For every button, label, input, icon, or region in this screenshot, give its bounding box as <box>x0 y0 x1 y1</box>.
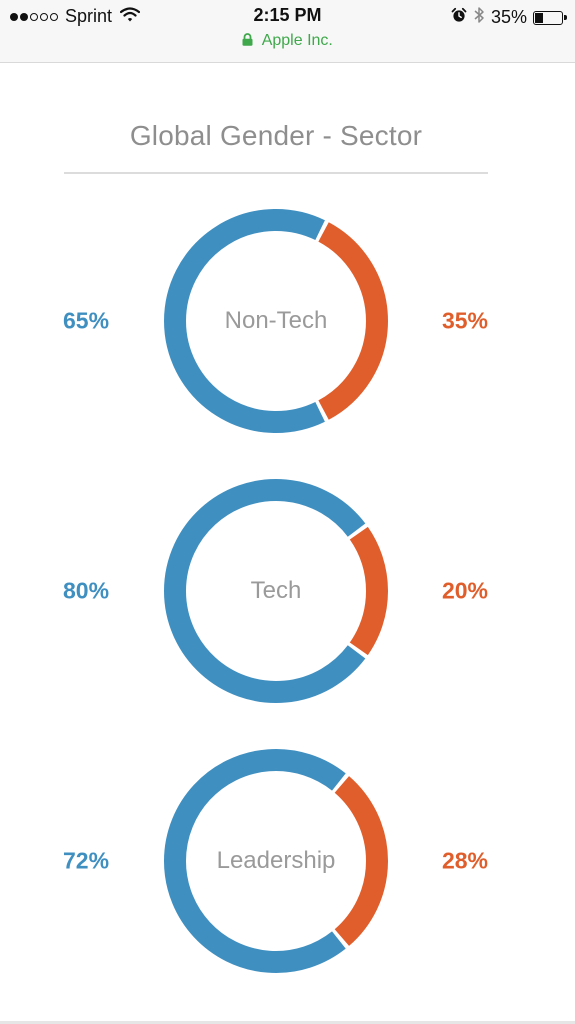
donut-chart-tech <box>164 479 388 703</box>
battery-level <box>535 12 543 23</box>
wifi-icon <box>119 6 141 27</box>
signal-dot <box>20 12 28 21</box>
status-right: 35% <box>445 6 567 29</box>
bluetooth-icon <box>473 6 485 29</box>
signal-dot <box>10 12 18 21</box>
site-name: Apple Inc. <box>261 32 333 49</box>
donut-segment-female <box>334 776 388 946</box>
signal-dot <box>30 12 38 21</box>
lock-icon <box>242 33 253 51</box>
donut-center-label: Non-Tech <box>224 307 328 334</box>
donut-segment-male <box>164 749 346 973</box>
male-percent-label: 72% <box>63 847 110 874</box>
donut-row-leadership: 72% Leadership 28% <box>0 745 575 977</box>
donut-segment-female <box>349 526 388 656</box>
donut-segment-female <box>318 222 388 420</box>
page-title: Global Gender - Sector <box>129 120 423 151</box>
donut-row-tech: 80% Tech 20% <box>0 475 575 707</box>
battery-percent: 35% <box>490 7 527 27</box>
signal-dot <box>50 12 58 21</box>
female-percent-label: 20% <box>441 577 488 604</box>
donut-row-non-tech: 65% Non-Tech 35% <box>0 205 575 437</box>
status-time: 2:15 PM <box>253 5 322 25</box>
donut-segment-male <box>164 209 325 433</box>
bottom-divider <box>0 1021 575 1024</box>
carrier-name: Sprint <box>65 6 113 26</box>
female-percent-label: 28% <box>441 847 488 874</box>
signal-strength-icon <box>10 12 60 21</box>
status-left: Sprint <box>10 6 141 27</box>
male-percent-label: 80% <box>63 577 110 604</box>
url-bar[interactable]: Apple Inc. <box>0 32 575 51</box>
alarm-icon <box>451 7 467 28</box>
title-divider <box>64 172 488 174</box>
donut-chart-non-tech <box>164 209 388 433</box>
female-percent-label: 35% <box>441 307 488 334</box>
battery-icon <box>533 10 567 25</box>
status-bar: Sprint 2:15 PM 35% <box>0 0 575 63</box>
donut-segment-male <box>164 479 366 703</box>
male-percent-label: 65% <box>63 307 110 334</box>
donut-center-label: Tech <box>250 577 302 604</box>
signal-dot <box>40 12 48 21</box>
donut-center-label: Leadership <box>216 847 336 874</box>
donut-chart-leadership <box>164 749 388 973</box>
